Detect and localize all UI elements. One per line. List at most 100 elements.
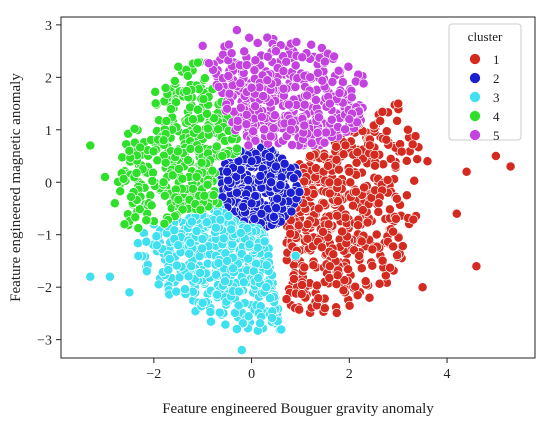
cluster-5-point <box>241 109 252 120</box>
y-tick-label: 3 <box>45 19 52 34</box>
cluster-5-point <box>235 102 246 113</box>
cluster-3-point <box>253 273 264 284</box>
cluster-4-point <box>119 219 130 230</box>
cluster-4-point <box>202 123 213 134</box>
x-tick-label: 4 <box>444 367 451 382</box>
x-tick-label: 2 <box>346 367 353 382</box>
cluster-3-point <box>213 258 224 269</box>
cluster-5-point <box>250 55 261 66</box>
cluster-1-point <box>401 190 412 201</box>
cluster-1-point <box>388 226 399 237</box>
cluster-3-point <box>212 289 223 300</box>
cluster-3-point <box>218 233 229 244</box>
y-tick-label: 0 <box>45 176 52 191</box>
cluster-4-point <box>195 204 206 215</box>
cluster-4-point <box>130 212 141 223</box>
cluster-3-point <box>191 226 202 236</box>
cluster-3-point <box>233 286 244 297</box>
cluster-1-point <box>356 236 367 247</box>
cluster-4-point <box>202 179 213 190</box>
cluster-1-point <box>364 140 375 151</box>
cluster-5-point <box>281 56 292 67</box>
cluster-3-point <box>228 263 239 274</box>
cluster-4-point <box>192 124 203 135</box>
cluster-1-point <box>299 176 310 187</box>
cluster-1-point <box>396 146 407 157</box>
cluster-5-point <box>302 90 313 101</box>
cluster-1-point <box>392 115 403 126</box>
cluster-1-point <box>388 241 399 252</box>
cluster-2-point <box>246 198 257 209</box>
cluster-4-point <box>187 183 198 194</box>
cluster-3-point <box>265 293 276 304</box>
cluster-1-point <box>357 205 368 216</box>
cluster-5-point <box>329 51 340 62</box>
cluster-1-point <box>373 198 384 209</box>
cluster-2-point <box>223 175 234 186</box>
cluster-2-point <box>272 193 283 204</box>
cluster-5-point <box>271 46 281 57</box>
cluster-1-point <box>281 294 292 305</box>
cluster-3-point <box>151 231 162 242</box>
cluster-3-point <box>164 254 175 264</box>
cluster-1-point <box>339 275 350 286</box>
cluster-4-point <box>199 190 210 201</box>
cluster-1-point <box>367 244 378 255</box>
cluster-5-point <box>358 78 369 89</box>
cluster-3-point <box>85 271 96 282</box>
cluster-1-point <box>385 262 395 273</box>
cluster-2-point <box>238 201 249 212</box>
cluster-3-point <box>237 318 248 329</box>
cluster-4-point <box>150 86 161 97</box>
cluster-5-point <box>337 77 348 88</box>
cluster-3-point <box>206 316 216 327</box>
cluster-2-point <box>268 211 279 222</box>
cluster-1-point <box>385 153 396 164</box>
cluster-2-point <box>255 171 266 181</box>
cluster-1-point <box>371 229 382 240</box>
cluster-3-point <box>223 211 234 222</box>
y-tick-label: 2 <box>45 71 52 86</box>
cluster-1-point <box>364 292 375 303</box>
cluster-1-point <box>299 262 310 273</box>
cluster-3-point <box>141 266 152 277</box>
plot-area-frame <box>60 16 536 359</box>
y-tick-label: −2 <box>37 281 52 296</box>
cluster-4-point <box>173 194 184 205</box>
cluster-5-point <box>297 52 308 63</box>
cluster-1-point <box>374 278 385 289</box>
cluster-1-point <box>373 206 384 217</box>
cluster-5-point <box>312 127 323 138</box>
cluster-4-point <box>126 191 136 202</box>
cluster-3-point <box>153 279 164 290</box>
cluster-4-point <box>193 144 204 155</box>
cluster-1-point <box>332 177 343 188</box>
legend-marker-4 <box>469 110 481 122</box>
cluster-5-point <box>321 127 331 138</box>
cluster-3-point <box>171 286 182 297</box>
legend-box <box>448 23 522 141</box>
cluster-5-point <box>327 76 338 87</box>
cluster-1-point <box>324 261 335 272</box>
cluster-1-point <box>356 263 367 274</box>
cluster-1-point <box>302 219 313 230</box>
cluster-1-point <box>308 260 319 271</box>
cluster-1-point <box>359 182 370 193</box>
cluster-1-point <box>305 151 316 161</box>
cluster-3-point <box>244 239 255 250</box>
cluster-3-point <box>197 234 208 244</box>
cluster-4-point <box>118 173 129 184</box>
legend-label-1: 1 <box>493 52 500 67</box>
cluster-5-point <box>223 71 234 81</box>
cluster-1-point <box>344 166 355 177</box>
cluster-4-point <box>158 135 169 146</box>
cluster-1-point <box>319 303 330 314</box>
cluster-3-point <box>184 248 195 259</box>
cluster-4-point <box>183 155 193 166</box>
cluster-4-point <box>167 170 178 181</box>
cluster-4-point <box>135 142 146 153</box>
legend-title: cluster <box>468 29 503 44</box>
cluster-5-point <box>250 101 261 112</box>
cluster-3-point <box>132 238 143 249</box>
cluster-1-point <box>340 212 351 223</box>
